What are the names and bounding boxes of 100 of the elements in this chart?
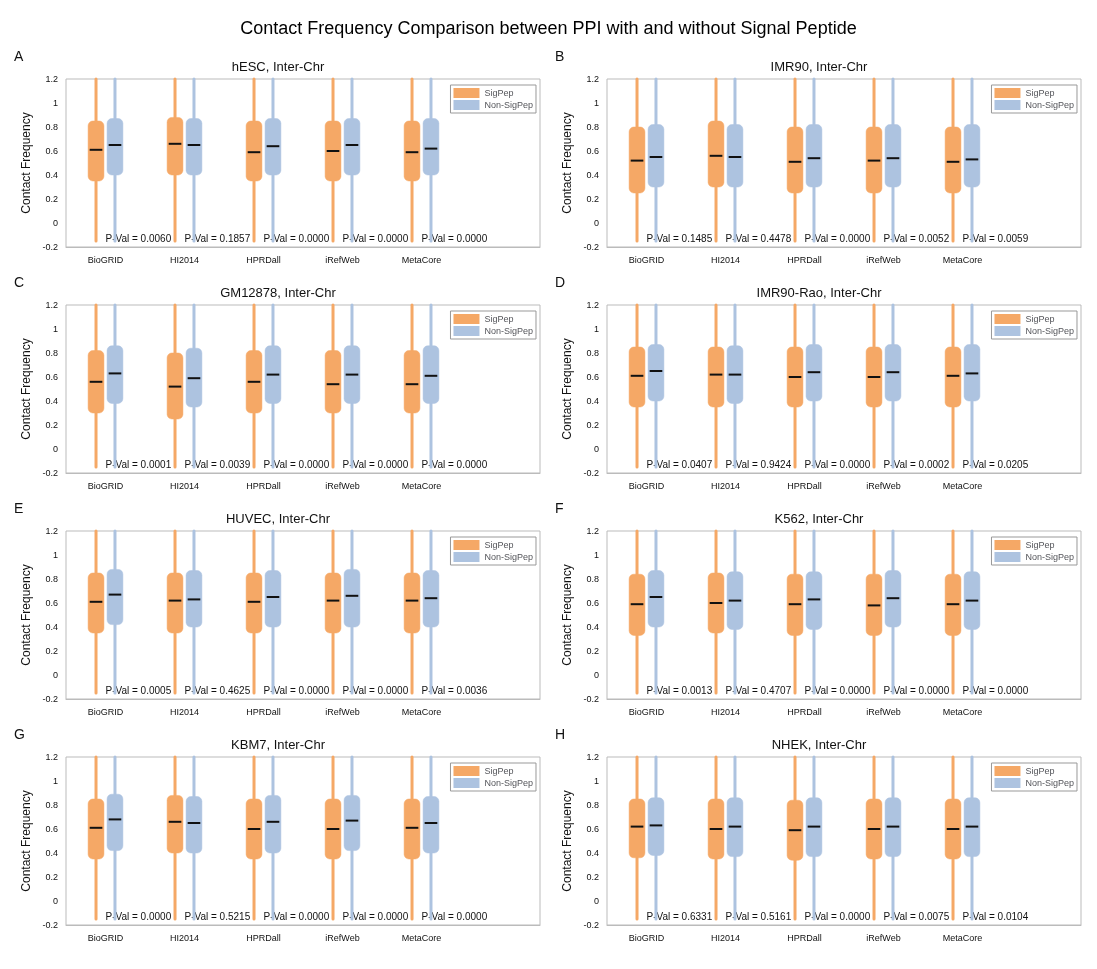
annotation: P-Val = 0.1485 [646,232,713,244]
y-tick-label: 0.2 [586,194,599,204]
y-tick-label: 1.2 [586,300,599,310]
legend-label: SigPep [1025,314,1055,324]
chart-title: HUVEC, Inter-Chr [225,511,331,526]
annotation: P-Val = 0.5161 [725,910,792,922]
y-tick-label: 0.6 [45,598,58,608]
y-tick-label: 0 [593,218,599,228]
y-axis-title: Contact Frequency [559,564,574,666]
y-tick-label: 0.2 [45,194,58,204]
y-tick-label: 0.8 [586,122,599,132]
annotation: P-Val = 0.9424 [725,458,792,470]
legend-label: SigPep [1025,540,1055,550]
y-axis-title: Contact Frequency [18,564,33,666]
y-tick-label: 0.2 [45,420,58,430]
annotation: P-Val = 0.0005 [105,684,172,696]
y-tick-label: 0.4 [586,170,599,180]
y-tick-label: -0.2 [42,468,58,478]
x-tick-label: HI2014 [710,932,741,943]
y-tick-label: 1 [52,98,58,108]
x-tick-label: BioGRID [87,932,124,943]
y-tick-label: 0.6 [586,146,599,156]
x-tick-label: MetaCore [942,706,983,717]
x-tick-label: iRefWeb [866,932,901,943]
y-tick-label: 0.2 [586,646,599,656]
legend-label: Non-SigPep [1025,552,1074,562]
y-tick-label: 1.2 [586,526,599,536]
y-tick-label: 0.6 [45,824,58,834]
x-tick-label: HI2014 [710,706,741,717]
annotation: P-Val = 0.0000 [883,684,950,696]
annotation: P-Val = 0.0205 [962,458,1029,470]
y-tick-label: 0.4 [45,848,58,858]
annotation: P-Val = 0.0000 [263,910,330,922]
y-tick-label: 0 [593,670,599,680]
annotation: P-Val = 0.0000 [421,232,488,244]
y-tick-label: 1 [52,324,58,334]
annotation: P-Val = 0.1857 [184,232,251,244]
chart-title: K562, Inter-Chr [774,511,865,526]
y-tick-label: 0 [52,444,58,454]
y-tick-label: 0.2 [586,420,599,430]
y-tick-label: 0.4 [586,622,599,632]
chart-subtitle: B [555,48,565,64]
legend-label: Non-SigPep [484,326,533,336]
annotation: P-Val = 0.5215 [184,910,251,922]
x-tick-label: iRefWeb [866,254,901,265]
legend-label: SigPep [484,540,514,550]
y-tick-label: 0.6 [45,372,58,382]
chart-subtitle: F [555,500,564,516]
annotation: P-Val = 0.0059 [962,232,1029,244]
annotation: P-Val = 0.0000 [342,232,409,244]
legend-label: Non-SigPep [1025,778,1074,788]
x-tick-label: MetaCore [942,932,983,943]
chart-title: IMR90-Rao, Inter-Chr [756,285,883,300]
legend-label: Non-SigPep [1025,100,1074,110]
x-tick-label: MetaCore [401,254,442,265]
x-tick-label: iRefWeb [866,706,901,717]
x-tick-label: MetaCore [401,480,442,491]
x-tick-label: HI2014 [169,480,200,491]
annotation: P-Val = 0.0000 [342,458,409,470]
text: Contact Frequency Comparison between PPI with and without Signal Peptide [240,18,857,38]
annotation: P-Val = 0.0407 [646,458,713,470]
x-tick-label: iRefWeb [325,254,360,265]
y-axis-title: Contact Frequency [18,790,33,892]
annotation: P-Val = 0.0039 [184,458,251,470]
y-tick-label: 1.2 [586,752,599,762]
annotation: P-Val = 0.0000 [962,684,1029,696]
y-tick-label: 0.8 [45,122,58,132]
annotation: P-Val = 0.0052 [883,232,950,244]
x-tick-label: HPRDall [246,706,281,717]
y-tick-label: 0.6 [586,824,599,834]
x-tick-label: BioGRID [87,254,124,265]
x-tick-label: HPRDall [246,254,281,265]
x-tick-label: BioGRID [628,706,665,717]
x-tick-label: HPRDall [246,932,281,943]
annotation: P-Val = 0.4707 [725,684,792,696]
chart-subtitle: G [14,726,25,742]
y-tick-label: 0.6 [45,146,58,156]
y-tick-label: -0.2 [583,242,599,252]
y-tick-label: 1 [593,98,599,108]
x-tick-label: HI2014 [169,706,200,717]
y-tick-label: 1.2 [586,74,599,84]
y-tick-label: 0.8 [586,348,599,358]
y-tick-label: 0.8 [586,800,599,810]
y-tick-label: 0.4 [45,622,58,632]
x-tick-label: MetaCore [942,254,983,265]
y-tick-label: 1.2 [45,752,58,762]
y-tick-label: 0.4 [45,170,58,180]
x-tick-label: iRefWeb [325,480,360,491]
y-tick-label: 0 [593,444,599,454]
y-tick-label: 0 [52,218,58,228]
x-tick-label: HPRDall [787,254,822,265]
y-tick-label: 0.4 [586,848,599,858]
annotation: P-Val = 0.0000 [263,684,330,696]
x-tick-label: iRefWeb [866,480,901,491]
annotation: P-Val = 0.4625 [184,684,251,696]
y-tick-label: 1.2 [45,74,58,84]
legend-label: SigPep [484,766,514,776]
y-tick-label: 0.6 [586,598,599,608]
chart-subtitle: D [555,274,566,290]
chart-title: IMR90, Inter-Chr [770,59,869,74]
